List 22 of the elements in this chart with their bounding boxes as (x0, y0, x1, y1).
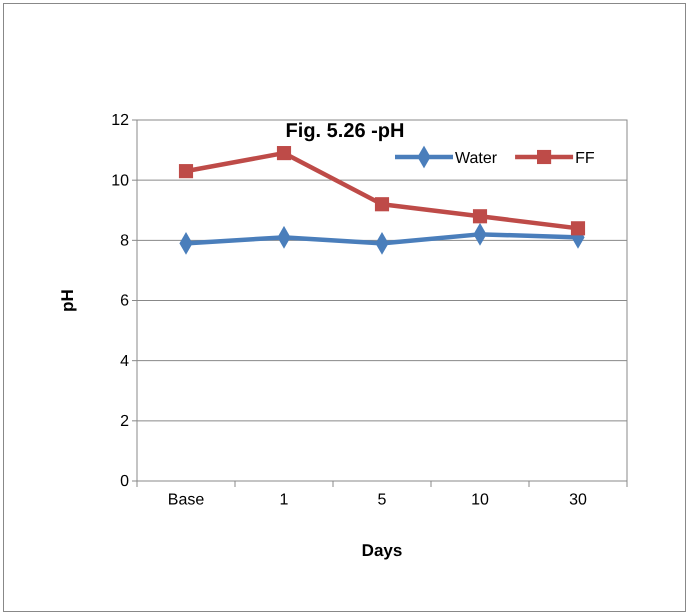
x-axis-title: Days (362, 541, 402, 560)
legend-label: Water (455, 150, 498, 167)
x-tick-label: 5 (378, 491, 387, 508)
chart-title: Fig. 5.26 -pH (286, 120, 404, 142)
point (570, 221, 586, 236)
x-tick-label: 1 (280, 491, 289, 508)
y-tick-label: 4 (120, 352, 130, 370)
y-tick-label: 0 (120, 473, 130, 490)
y-tick-label: 10 (111, 172, 130, 190)
point (178, 164, 194, 178)
legend-label: FF (575, 150, 595, 167)
x-tick-label: 30 (569, 491, 587, 508)
y-tick-label: 8 (120, 232, 130, 250)
y-tick-label: 6 (120, 292, 130, 310)
y-tick-label: 12 (111, 112, 130, 130)
point (472, 209, 488, 224)
y-axis-title: pH (58, 289, 77, 312)
x-tick-label: 10 (471, 491, 489, 508)
x-tick-label: Base (168, 491, 204, 508)
y-tick-label: 2 (120, 412, 130, 430)
point (276, 146, 292, 160)
point (374, 197, 390, 212)
